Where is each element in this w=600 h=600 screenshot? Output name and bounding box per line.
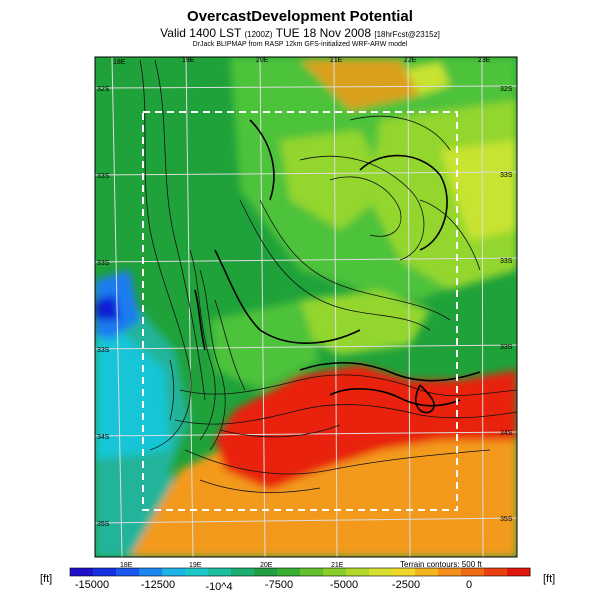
lat-labels-right: 32S 33S 33S 33S 34S 35S [500, 86, 513, 523]
lat-label: 34S [97, 434, 110, 441]
terrain-contours-major [194, 119, 481, 414]
colorbar-swatch [139, 568, 163, 576]
lat-label: 33S [500, 258, 513, 265]
lon-label: 20E [260, 562, 273, 569]
colorbar-swatch [231, 568, 255, 576]
colorbar-tick-label: -10^4 [205, 581, 232, 593]
colorbar-unit-left: [ft] [40, 573, 53, 585]
colorbar-swatch [277, 568, 301, 576]
colorbar-swatch [369, 568, 393, 576]
colorbar-swatch [323, 568, 347, 576]
colorbar-swatch [70, 568, 94, 576]
colorbar-swatch [185, 568, 209, 576]
valid-time: Valid 1400 LST (1200Z) TUE 18 Nov 2008 [… [0, 26, 600, 40]
lon-label: 19E [182, 57, 195, 64]
colorbar-swatch [484, 568, 508, 576]
lat-label: 35S [97, 521, 110, 528]
lat-label: 33S [97, 347, 110, 354]
lon-label: 22E [404, 57, 417, 64]
lon-label: 21E [331, 562, 344, 569]
lon-label: 18E [120, 562, 133, 569]
map-field [95, 57, 517, 557]
colorbar-tick-label: 0 [466, 579, 472, 591]
colorbar-swatch [438, 568, 462, 576]
colorbar-swatch [254, 568, 278, 576]
terrain-contour-note: Terrain contours: 500 ft [400, 560, 482, 569]
colorbar-swatch [116, 568, 140, 576]
forecast-tag: [18hrFcst@2315z] [374, 30, 440, 39]
graticule [95, 57, 517, 557]
colorbar-tick-label: -2500 [392, 579, 420, 591]
colorbar-tick-label: -12500 [141, 579, 175, 591]
chart-title: OvercastDevelopment Potential [187, 8, 413, 25]
valid-main: Valid 1400 LST [160, 26, 242, 40]
colorbar-swatch [507, 568, 531, 576]
colorbar-swatch [300, 568, 324, 576]
colorbar-swatch [415, 568, 439, 576]
valid-date: TUE 18 Nov 2008 [275, 26, 371, 40]
terrain-contours [139, 59, 517, 493]
colorbar-swatch [346, 568, 370, 576]
model-subtitle: DrJack BLIPMAP from RASP 12km GFS-initia… [192, 41, 408, 48]
lon-label: 23E [478, 57, 491, 64]
colorbar-swatch [93, 568, 117, 576]
colorbar-tick-label: -5000 [330, 579, 358, 591]
colorbar-swatch [162, 568, 186, 576]
lat-label: 35S [500, 516, 513, 523]
lat-label: 33S [500, 344, 513, 351]
lat-label: 32S [97, 86, 110, 93]
valid-utc: (1200Z) [244, 30, 273, 39]
map-frame [94, 56, 518, 558]
lat-label: 33S [97, 173, 110, 180]
lat-label: 32S [500, 86, 513, 93]
lat-label: 33S [97, 260, 110, 267]
lon-labels-bottom: 18E 19E 20E 21E [120, 562, 344, 569]
lon-label: 21E [330, 57, 343, 64]
colorbar-swatch [208, 568, 232, 576]
lon-label: 19E [189, 562, 202, 569]
inner-domain-box [142, 111, 458, 511]
lat-label: 33S [500, 172, 513, 179]
lat-labels-left: 32S 33S 33S 33S 34S 35S [97, 86, 110, 528]
colorbar-swatch [461, 568, 485, 576]
lon-label: 20E [256, 57, 269, 64]
lon-label: 18E [113, 59, 126, 66]
colorbar-tick-label: -7500 [265, 579, 293, 591]
lat-label: 34S [500, 430, 513, 437]
lon-labels-top: 18E 19E 20E 21E 22E 23E [113, 57, 491, 66]
colorbar-unit-right: [ft] [543, 573, 556, 585]
colorbar-tick-labels: -15000 -12500 -10^4 -7500 -5000 -2500 0 [75, 579, 472, 593]
colorbar-tick-label: -15000 [75, 579, 109, 591]
colorbar [69, 567, 531, 577]
colorbar-swatch [392, 568, 416, 576]
colorbar-frame [69, 567, 531, 577]
